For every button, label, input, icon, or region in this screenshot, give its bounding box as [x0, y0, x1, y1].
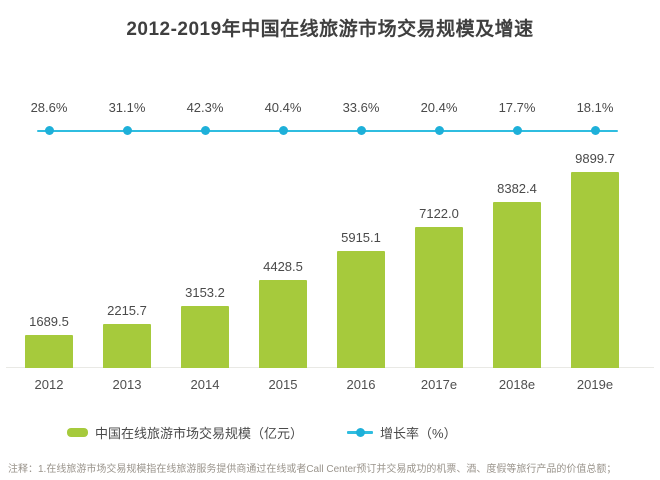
- bar-2018e: [493, 202, 541, 368]
- x-axis-label-2019e: 2019e: [576, 377, 614, 392]
- growth-rate-line: [37, 130, 618, 132]
- bar-value-label-2019e: 9899.7: [575, 151, 615, 166]
- bar-value-label-2016: 5915.1: [341, 230, 381, 245]
- growth-rate-point-2012: [45, 126, 54, 135]
- line-legend-dot-icon: [356, 428, 366, 437]
- growth-rate-point-2017e: [435, 126, 444, 135]
- bar-2015: [259, 280, 307, 368]
- bar-value-label-2013: 2215.7: [107, 303, 147, 318]
- x-axis-label-2013: 2013: [112, 377, 142, 392]
- growth-rate-label-2013: 31.1%: [108, 100, 146, 115]
- bar-value-label-2012: 1689.5: [29, 314, 69, 329]
- legend-label-transaction-scale: 中国在线旅游市场交易规模（亿元）: [95, 426, 304, 441]
- x-axis-line: [6, 367, 654, 368]
- bar-value-label-2018e: 8382.4: [497, 181, 537, 196]
- growth-rate-point-2014: [201, 126, 210, 135]
- x-axis-label-2012: 2012: [34, 377, 64, 392]
- x-axis-label-2015: 2015: [268, 377, 298, 392]
- growth-rate-point-2015: [279, 126, 288, 135]
- growth-rate-label-2015: 40.4%: [264, 100, 302, 115]
- growth-rate-label-2019e: 18.1%: [576, 100, 614, 115]
- growth-rate-point-2013: [123, 126, 132, 135]
- bar-2017e: [415, 227, 463, 368]
- x-axis-label-2016: 2016: [346, 377, 376, 392]
- legend-item-growth-rate: 增长率（%）: [347, 423, 457, 442]
- chart-title: 2012-2019年中国在线旅游市场交易规模及增速: [126, 19, 534, 40]
- growth-rate-point-2016: [357, 126, 366, 135]
- footnote: 注释：1.在线旅游市场交易规模指在线旅游服务提供商通过在线或者Call Cent…: [8, 464, 617, 475]
- legend-label-growth-rate: 增长率（%）: [380, 426, 457, 441]
- bar-2012: [25, 335, 73, 368]
- bar-value-label-2014: 3153.2: [185, 285, 225, 300]
- growth-rate-label-2014: 42.3%: [186, 100, 224, 115]
- bar-2014: [181, 306, 229, 368]
- bar-legend-swatch-icon: [67, 428, 88, 437]
- growth-rate-point-2018e: [513, 126, 522, 135]
- legend: 中国在线旅游市场交易规模（亿元） 增长率（%）: [67, 423, 457, 442]
- growth-rate-label-2017e: 20.4%: [420, 100, 458, 115]
- x-axis-label-2018e: 2018e: [498, 377, 536, 392]
- bar-2019e: [571, 172, 619, 368]
- bar-value-label-2015: 4428.5: [263, 259, 303, 274]
- x-axis-label-2017e: 2017e: [420, 377, 458, 392]
- growth-rate-label-2016: 33.6%: [342, 100, 380, 115]
- growth-rate-label-2018e: 17.7%: [498, 100, 536, 115]
- line-legend-marker-icon: [347, 428, 374, 437]
- bar-value-label-2017e: 7122.0: [419, 206, 459, 221]
- growth-rate-label-2012: 28.6%: [30, 100, 68, 115]
- bar-2016: [337, 251, 385, 368]
- legend-item-transaction-scale: 中国在线旅游市场交易规模（亿元）: [67, 423, 303, 442]
- growth-rate-point-2019e: [591, 126, 600, 135]
- bar-2013: [103, 324, 151, 368]
- x-axis-label-2014: 2014: [190, 377, 220, 392]
